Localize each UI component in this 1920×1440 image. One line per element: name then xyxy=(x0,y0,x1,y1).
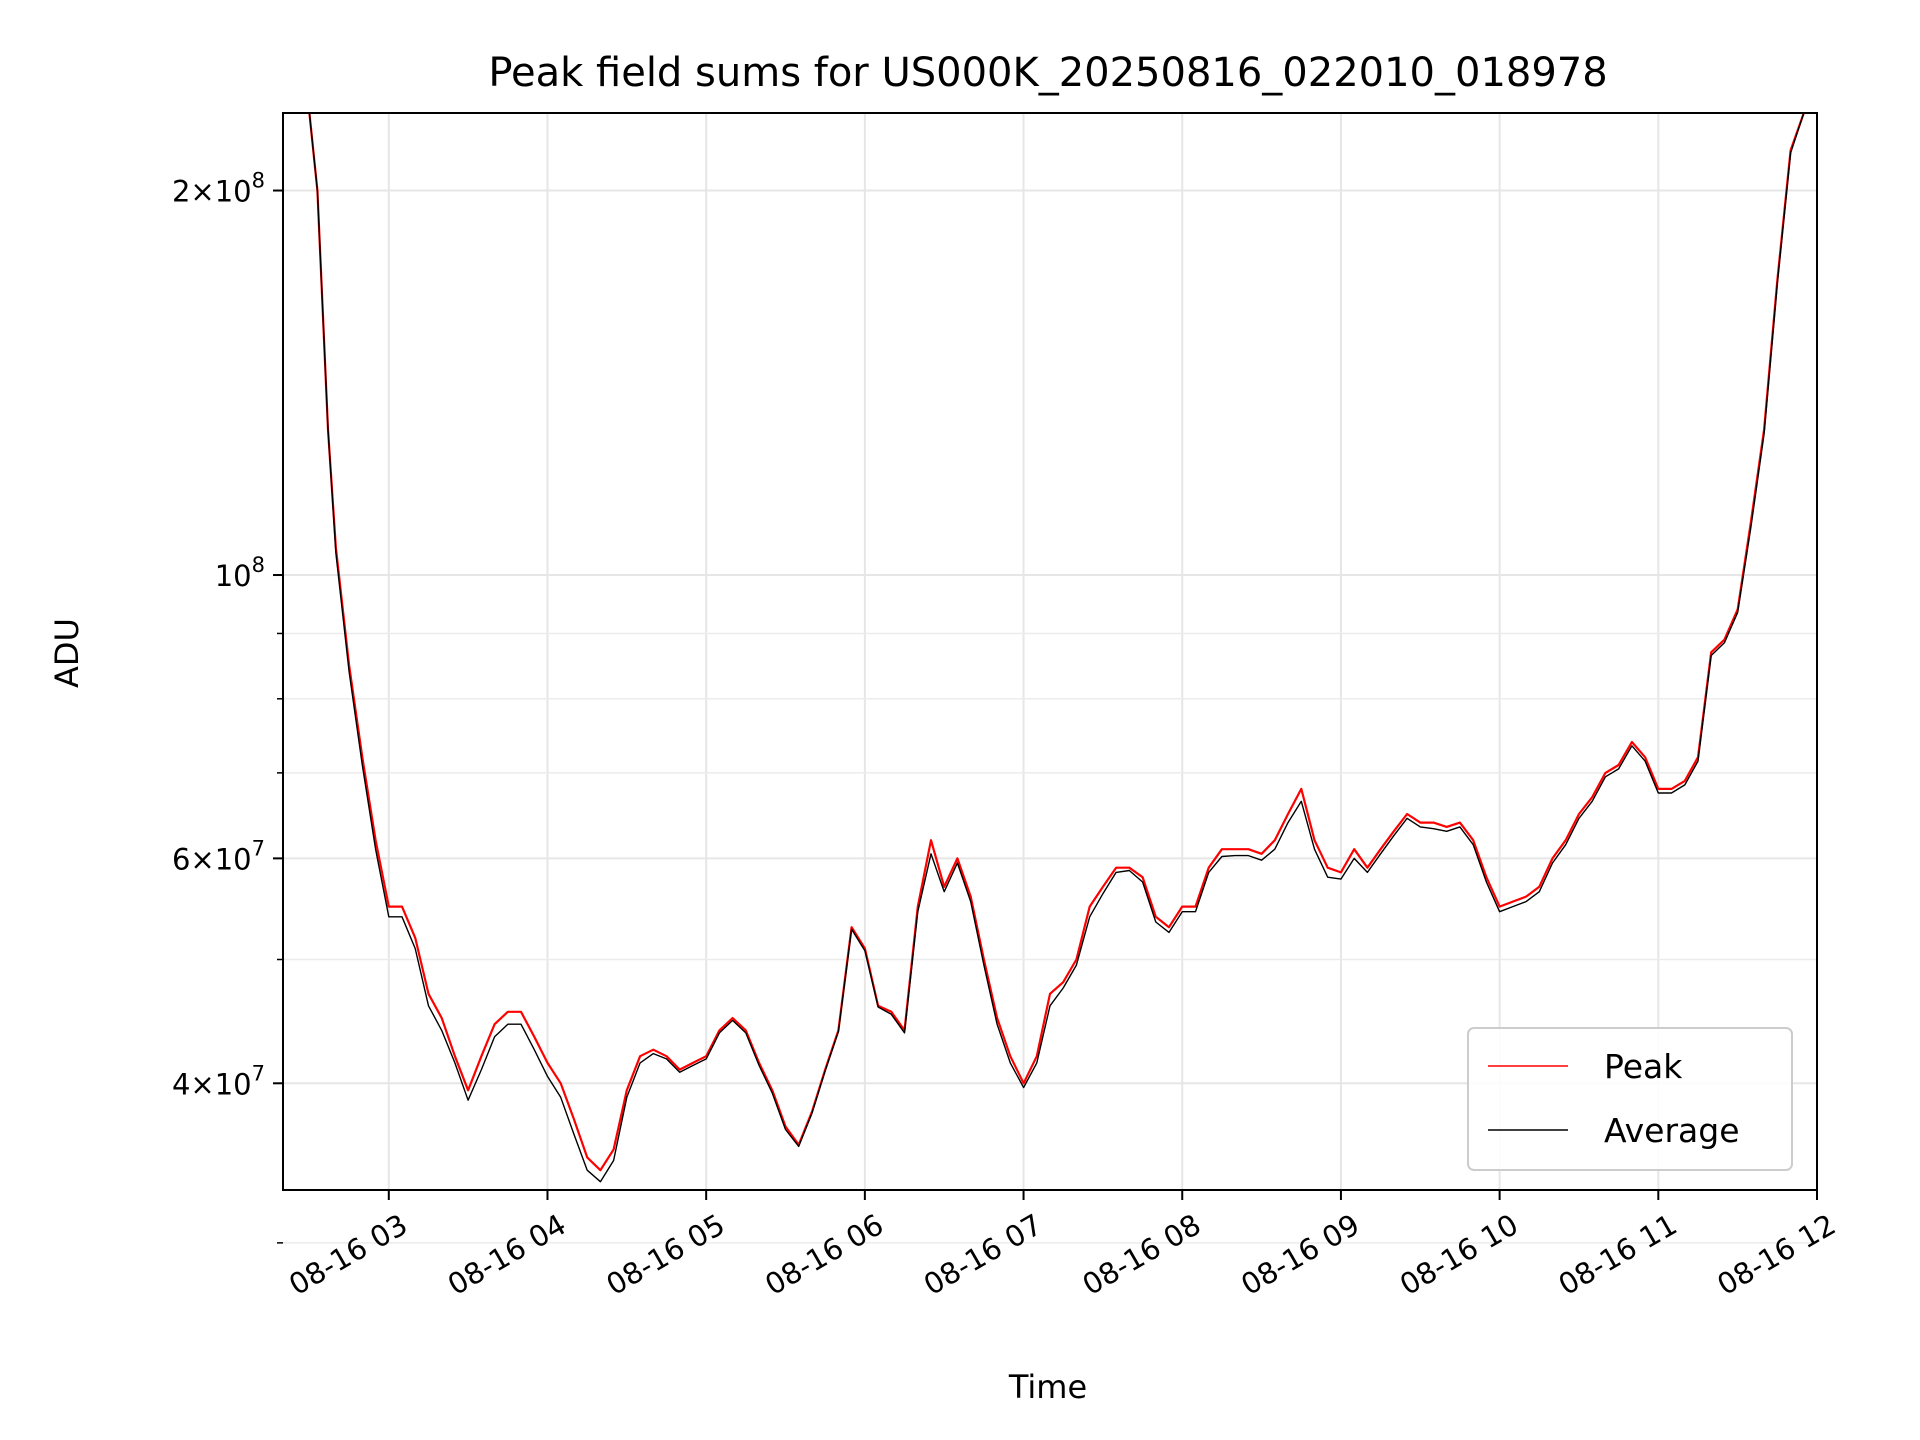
y-tick-exponent: 8 xyxy=(252,553,265,577)
y-tick-exponent: 7 xyxy=(252,836,265,860)
y-tick-base: 10 xyxy=(215,1067,252,1101)
chart-title: Peak field sums for US000K_20250816_0220… xyxy=(488,50,1607,96)
plot-frame xyxy=(282,112,1818,1191)
series-line-average xyxy=(308,113,1805,1183)
y-axis-title: ADU xyxy=(48,618,86,688)
y-tick-label: 6×107 xyxy=(172,836,265,876)
series-layer xyxy=(308,113,1805,1183)
y-tick-base: 10 xyxy=(215,559,252,593)
y-tick-exponent: 8 xyxy=(252,169,265,193)
y-tick-base: 10 xyxy=(215,175,252,209)
y-tick-label: 4×107 xyxy=(172,1061,265,1101)
legend-box xyxy=(1467,1027,1793,1171)
series-line-peak xyxy=(308,113,1805,1172)
y-tick-label: 2×108 xyxy=(172,169,265,209)
legend: Peak Average xyxy=(1467,1027,1793,1171)
y-tick-mantissa: 2 xyxy=(172,175,190,209)
y-tick-mantissa: 6 xyxy=(172,842,190,876)
y-tick-times: × xyxy=(190,1067,214,1101)
grid-lines xyxy=(283,113,1818,1244)
y-tick-label: 108 xyxy=(215,553,265,593)
y-tick-times: × xyxy=(190,175,214,209)
y-tick-base: 10 xyxy=(215,842,252,876)
y-tick-times: × xyxy=(190,842,214,876)
y-tick-mantissa: 4 xyxy=(172,1067,190,1101)
legend-label-average: Average xyxy=(1604,1111,1740,1150)
x-axis-title: Time xyxy=(1008,1368,1087,1406)
legend-label-peak: Peak xyxy=(1604,1047,1683,1086)
y-tick-exponent: 7 xyxy=(252,1061,265,1085)
